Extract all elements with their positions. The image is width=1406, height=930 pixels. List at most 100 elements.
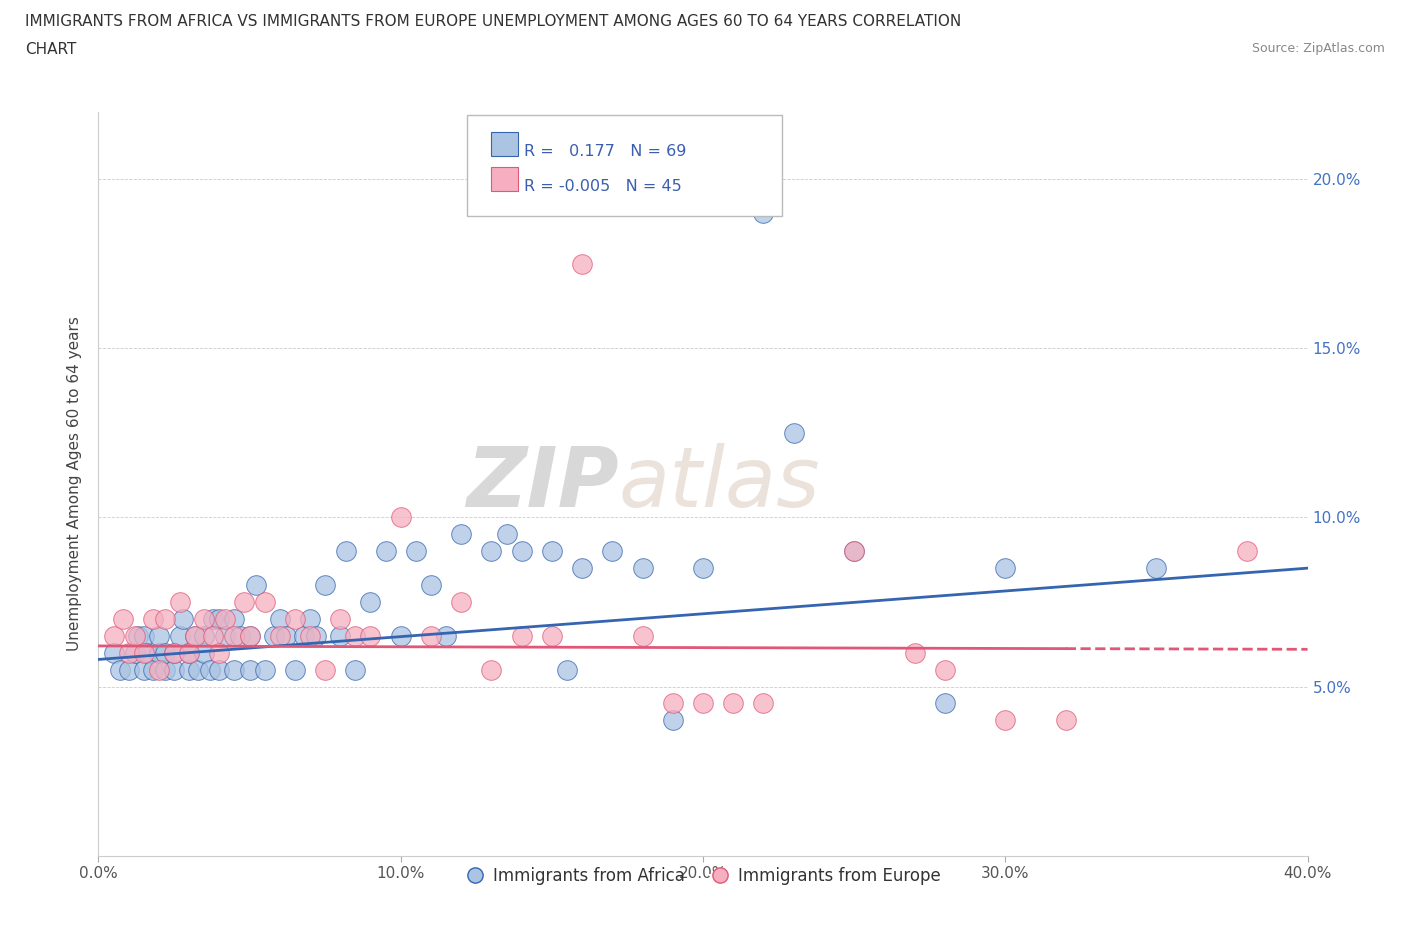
Point: [193, 645, 215, 660]
Point: [108, 662, 131, 677]
Point: [239, 629, 262, 644]
Text: ZIP: ZIP: [465, 443, 619, 525]
Point: [184, 629, 207, 644]
Point: [692, 696, 714, 711]
Point: [179, 645, 201, 660]
Point: [335, 544, 357, 559]
Point: [631, 561, 654, 576]
Point: [495, 527, 517, 542]
Point: [299, 629, 322, 644]
Point: [153, 662, 176, 677]
Point: [844, 544, 866, 559]
Point: [1144, 561, 1167, 576]
Point: [752, 206, 775, 220]
Point: [263, 629, 285, 644]
Point: [420, 578, 443, 592]
Point: [299, 611, 322, 626]
Point: [661, 696, 683, 711]
Point: [1236, 544, 1258, 559]
Point: [389, 510, 412, 525]
Point: [329, 629, 352, 644]
Point: [214, 629, 236, 644]
Point: [153, 645, 176, 660]
Point: [239, 662, 262, 677]
Point: [274, 629, 297, 644]
Point: [132, 662, 155, 677]
Point: [208, 645, 231, 660]
Point: [179, 645, 201, 660]
Point: [934, 696, 956, 711]
Point: [232, 594, 254, 609]
Point: [510, 629, 533, 644]
Point: [179, 662, 201, 677]
Point: [135, 645, 157, 660]
Point: [163, 645, 186, 660]
Point: [224, 662, 246, 677]
Point: [405, 544, 427, 559]
Point: [118, 662, 141, 677]
Point: [111, 611, 134, 626]
Point: [284, 662, 307, 677]
Point: [142, 662, 165, 677]
Point: [148, 645, 170, 660]
Point: [269, 629, 291, 644]
Point: [389, 629, 412, 644]
Point: [245, 578, 267, 592]
Point: [723, 696, 745, 711]
Point: [374, 544, 396, 559]
Point: [844, 544, 866, 559]
Point: [163, 645, 186, 660]
Point: [481, 544, 503, 559]
Point: [344, 662, 367, 677]
Point: [202, 629, 225, 644]
Point: [344, 629, 367, 644]
Point: [1054, 713, 1077, 728]
Point: [904, 645, 927, 660]
Point: [994, 713, 1017, 728]
Point: [752, 696, 775, 711]
Point: [103, 645, 125, 660]
Point: [224, 629, 246, 644]
Point: [314, 578, 336, 592]
Point: [163, 662, 186, 677]
Point: [540, 544, 562, 559]
Point: [420, 629, 443, 644]
Text: CHART: CHART: [25, 42, 77, 57]
Point: [292, 629, 315, 644]
Point: [103, 629, 125, 644]
Point: [124, 629, 146, 644]
Point: [602, 544, 624, 559]
Point: [118, 645, 141, 660]
Point: [224, 611, 246, 626]
Point: [239, 629, 262, 644]
Point: [132, 645, 155, 660]
Point: [360, 594, 382, 609]
Point: [329, 611, 352, 626]
Text: Source: ZipAtlas.com: Source: ZipAtlas.com: [1251, 42, 1385, 55]
Text: IMMIGRANTS FROM AFRICA VS IMMIGRANTS FROM EUROPE UNEMPLOYMENT AMONG AGES 60 TO 6: IMMIGRANTS FROM AFRICA VS IMMIGRANTS FRO…: [25, 14, 962, 29]
Point: [169, 629, 191, 644]
Point: [202, 611, 225, 626]
Text: R =   0.177   N = 69: R = 0.177 N = 69: [524, 144, 686, 159]
Point: [148, 629, 170, 644]
Point: [153, 611, 176, 626]
Point: [555, 662, 578, 677]
Point: [631, 629, 654, 644]
Point: [269, 611, 291, 626]
FancyBboxPatch shape: [492, 167, 517, 192]
Point: [284, 611, 307, 626]
Point: [184, 629, 207, 644]
Point: [450, 594, 472, 609]
Point: [661, 713, 683, 728]
Point: [510, 544, 533, 559]
Point: [934, 662, 956, 677]
Point: [187, 662, 209, 677]
Point: [571, 257, 593, 272]
Point: [783, 425, 806, 440]
Point: [142, 611, 165, 626]
Point: [172, 611, 194, 626]
Point: [193, 629, 215, 644]
Point: [481, 662, 503, 677]
Point: [229, 629, 252, 644]
Point: [127, 629, 149, 644]
